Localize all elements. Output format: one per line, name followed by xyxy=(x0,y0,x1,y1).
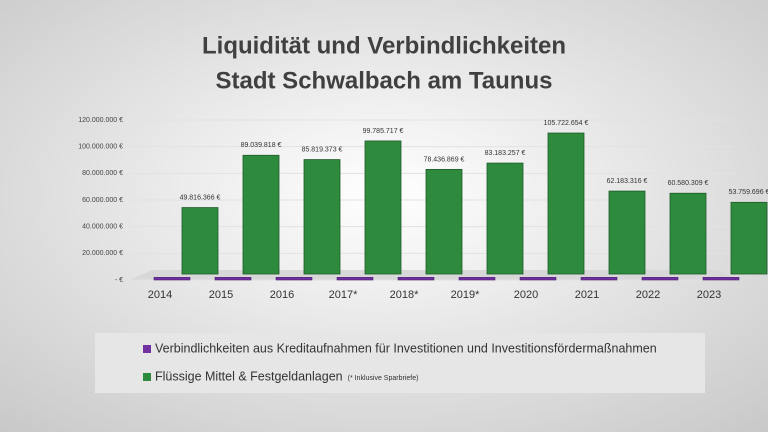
x-tick-label: 2017* xyxy=(329,289,358,301)
legend-swatch xyxy=(143,345,151,353)
bar xyxy=(275,277,313,281)
x-tick-label: 2016 xyxy=(270,289,294,301)
bar xyxy=(641,277,679,281)
y-tick-label: 60.000.000 € xyxy=(82,197,123,204)
bar xyxy=(336,277,374,281)
y-tick-label: 100.000.000 € xyxy=(78,144,123,151)
bar xyxy=(669,192,707,275)
bar xyxy=(242,154,280,275)
x-tick-label: 2018* xyxy=(390,289,419,301)
x-tick-label: 2015 xyxy=(209,289,233,301)
data-label: 105.722.654 € xyxy=(544,120,589,127)
bar xyxy=(458,277,496,281)
bar xyxy=(153,277,191,281)
bar xyxy=(397,277,435,281)
x-tick-label: 2020 xyxy=(514,289,538,301)
bar xyxy=(425,169,463,275)
legend-note: (* Inklusive Sparbriefe) xyxy=(348,375,419,382)
y-tick-label: 40.000.000 € xyxy=(82,224,123,231)
data-label: 89.039.818 € xyxy=(241,142,282,149)
chart-title: Liquidität und Verbindlichkeiten xyxy=(202,32,566,59)
bar xyxy=(303,159,341,275)
y-tick-label: 20.000.000 € xyxy=(82,250,123,257)
x-tick-label: 2019* xyxy=(451,289,480,301)
data-label: 83.183.257 € xyxy=(485,150,526,157)
chart-subtitle: Stadt Schwalbach am Taunus xyxy=(216,67,553,94)
y-tick-label: - € xyxy=(115,277,123,284)
bar xyxy=(608,190,646,275)
bar xyxy=(547,132,585,275)
bar xyxy=(519,277,557,281)
x-tick-label: 2014 xyxy=(148,289,172,301)
data-label: 60.580.309 € xyxy=(668,180,709,187)
x-tick-label: 2021 xyxy=(575,289,599,301)
bar xyxy=(486,162,524,275)
x-tick-label: 2023 xyxy=(697,289,721,301)
bar xyxy=(580,277,618,281)
bar xyxy=(181,207,219,275)
data-label: 85.819.373 € xyxy=(302,146,343,153)
data-label: 49.816.366 € xyxy=(180,194,221,201)
bar xyxy=(702,277,740,281)
legend-label: Verbindlichkeiten aus Kreditaufnahmen fü… xyxy=(155,341,657,355)
bar xyxy=(730,201,768,275)
legend-swatch xyxy=(143,373,151,381)
x-tick-label: 2022 xyxy=(636,289,660,301)
data-label: 99.785.717 € xyxy=(363,128,404,135)
bar xyxy=(214,277,252,281)
data-label: 78.436.869 € xyxy=(424,156,465,163)
legend xyxy=(95,333,705,393)
bar xyxy=(364,140,402,275)
y-tick-label: 80.000.000 € xyxy=(82,170,123,177)
data-label: 62.183.316 € xyxy=(607,178,648,185)
data-label: 53.759.696 € xyxy=(729,189,768,196)
legend-label: Flüssige Mittel & Festgeldanlagen xyxy=(155,369,343,383)
y-tick-label: 120.000.000 € xyxy=(78,117,123,124)
